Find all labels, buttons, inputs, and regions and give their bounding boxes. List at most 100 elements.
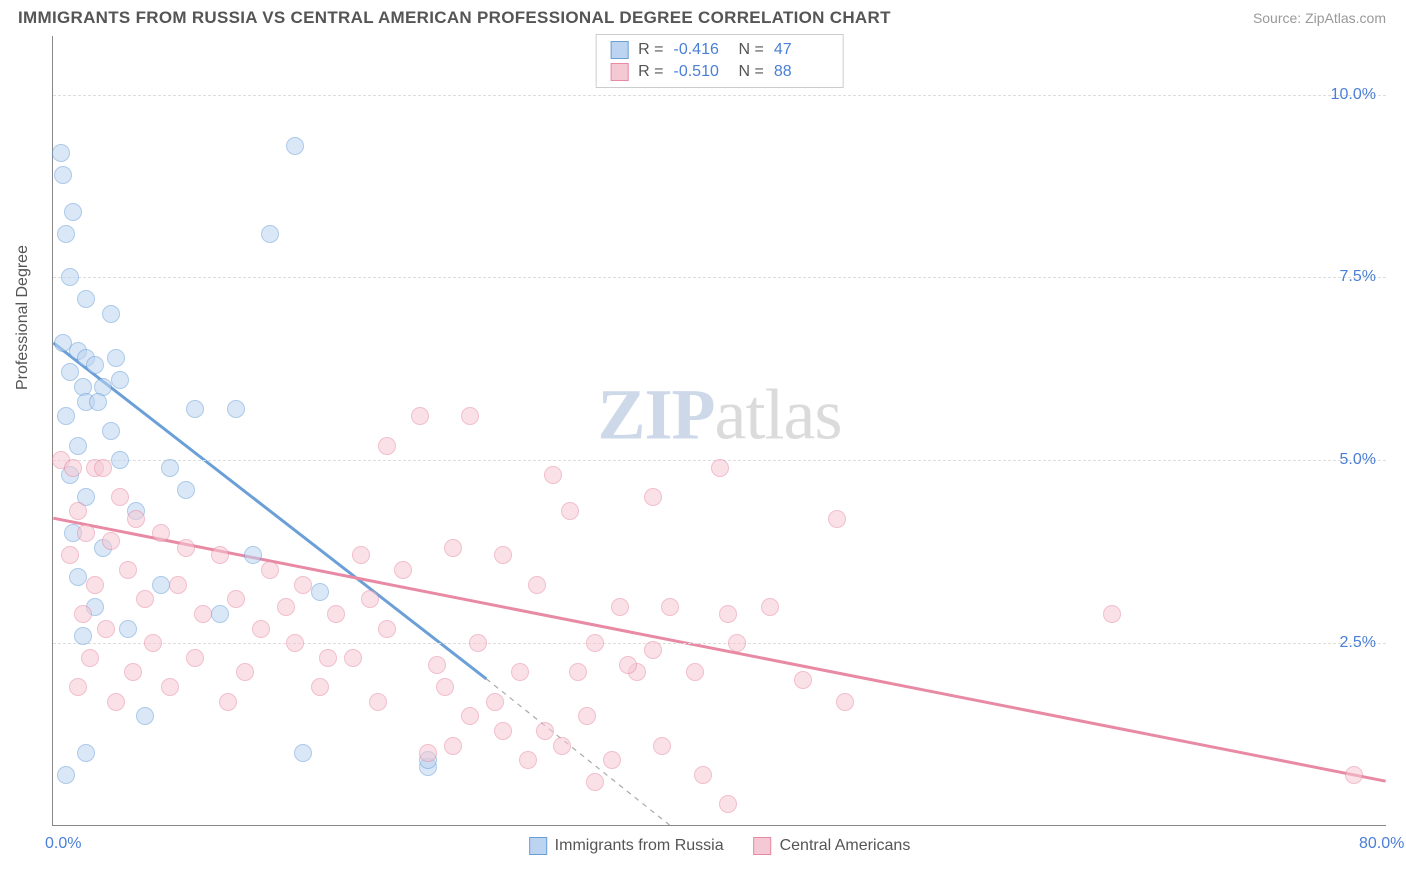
stats-row: R =-0.416N =47 [610, 39, 829, 61]
scatter-point [57, 766, 75, 784]
scatter-point [294, 576, 312, 594]
scatter-point [219, 693, 237, 711]
y-tick-label: 7.5% [1340, 268, 1376, 286]
scatter-point [661, 598, 679, 616]
scatter-point [528, 576, 546, 594]
scatter-point [144, 634, 162, 652]
scatter-point [186, 649, 204, 667]
scatter-point [411, 407, 429, 425]
stats-r-value: -0.416 [674, 41, 729, 59]
scatter-point [81, 649, 99, 667]
x-tick-label: 80.0% [1359, 835, 1404, 853]
stats-n-value: 88 [774, 63, 829, 81]
scatter-point [94, 459, 112, 477]
correlation-stats-box: R =-0.416N =47R =-0.510N =88 [595, 34, 844, 88]
scatter-point [97, 620, 115, 638]
stats-row: R =-0.510N =88 [610, 61, 829, 83]
trend-line-dashed [486, 679, 669, 825]
scatter-point [1103, 605, 1121, 623]
scatter-point [828, 510, 846, 528]
scatter-point [352, 546, 370, 564]
scatter-point [361, 590, 379, 608]
scatter-point [86, 576, 104, 594]
scatter-point [603, 751, 621, 769]
scatter-point [653, 737, 671, 755]
scatter-point [102, 532, 120, 550]
scatter-point [57, 407, 75, 425]
y-tick-label: 5.0% [1340, 451, 1376, 469]
scatter-point [111, 488, 129, 506]
scatter-point [794, 671, 812, 689]
chart-source: Source: ZipAtlas.com [1253, 10, 1386, 26]
scatter-point [586, 773, 604, 791]
scatter-point [169, 576, 187, 594]
scatter-point [86, 356, 104, 374]
scatter-point [54, 166, 72, 184]
scatter-point [52, 144, 70, 162]
chart-title: IMMIGRANTS FROM RUSSIA VS CENTRAL AMERIC… [18, 8, 891, 28]
scatter-point [61, 363, 79, 381]
scatter-point [152, 524, 170, 542]
scatter-point [711, 459, 729, 477]
scatter-point [436, 678, 454, 696]
scatter-point [77, 290, 95, 308]
scatter-point [286, 137, 304, 155]
scatter-point [111, 371, 129, 389]
y-tick-label: 2.5% [1340, 634, 1376, 652]
scatter-point [227, 590, 245, 608]
scatter-point [344, 649, 362, 667]
scatter-point [57, 225, 75, 243]
legend-item: Central Americans [754, 837, 911, 855]
stats-swatch [610, 41, 628, 59]
scatter-point [211, 546, 229, 564]
legend-swatch [529, 837, 547, 855]
scatter-point [177, 481, 195, 499]
scatter-point [286, 634, 304, 652]
scatter-point [327, 605, 345, 623]
scatter-point [161, 459, 179, 477]
scatter-point [611, 598, 629, 616]
legend-label: Central Americans [780, 837, 911, 855]
gridline [53, 643, 1386, 644]
scatter-point [152, 576, 170, 594]
scatter-point [69, 568, 87, 586]
stats-n-value: 47 [774, 41, 829, 59]
scatter-point [428, 656, 446, 674]
stats-n-label: N = [739, 41, 764, 59]
chart-header: IMMIGRANTS FROM RUSSIA VS CENTRAL AMERIC… [0, 0, 1406, 32]
watermark-rest: atlas [715, 374, 842, 454]
scatter-point [578, 707, 596, 725]
scatter-point [119, 620, 137, 638]
scatter-point [394, 561, 412, 579]
scatter-point [64, 203, 82, 221]
scatter-point [561, 502, 579, 520]
scatter-point [544, 466, 562, 484]
scatter-point [69, 502, 87, 520]
scatter-point [77, 524, 95, 542]
scatter-point [111, 451, 129, 469]
scatter-point [236, 663, 254, 681]
scatter-point [102, 305, 120, 323]
scatter-point [486, 693, 504, 711]
scatter-point [61, 546, 79, 564]
scatter-point [61, 268, 79, 286]
watermark: ZIPatlas [598, 373, 842, 456]
scatter-point [761, 598, 779, 616]
scatter-point [728, 634, 746, 652]
scatter-point [177, 539, 195, 557]
scatter-point [124, 663, 142, 681]
scatter-point [694, 766, 712, 784]
scatter-point [311, 678, 329, 696]
trend-lines-svg [53, 36, 1386, 825]
scatter-point [107, 693, 125, 711]
y-axis-label: Professional Degree [14, 245, 32, 390]
y-tick-label: 10.0% [1331, 86, 1376, 104]
scatter-point [494, 722, 512, 740]
scatter-point [444, 539, 462, 557]
scatter-point [644, 488, 662, 506]
scatter-point [586, 634, 604, 652]
stats-n-label: N = [739, 63, 764, 81]
scatter-point [277, 598, 295, 616]
x-tick-label: 0.0% [45, 835, 81, 853]
chart-plot-area: ZIPatlas R =-0.416N =47R =-0.510N =88 Im… [52, 36, 1386, 826]
